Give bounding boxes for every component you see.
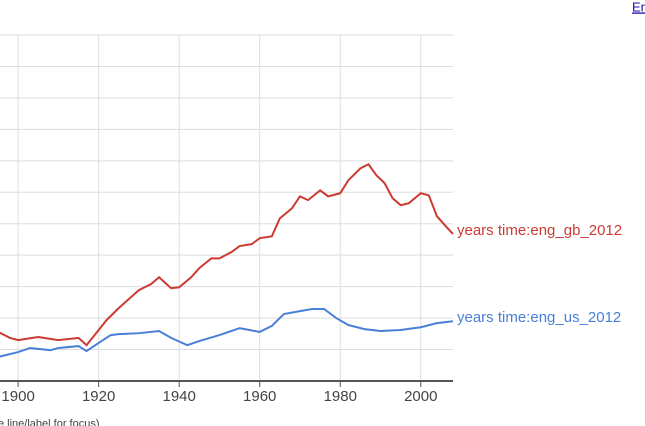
series-label: years time:eng_us_2012 — [457, 309, 621, 326]
series-label: years time:eng_gb_2012 — [457, 222, 622, 239]
line — [0, 163, 454, 347]
x-tick-label: 1920 — [82, 388, 115, 405]
footnote: e line/label for focus) — [0, 418, 100, 426]
x-tick-label: 1980 — [324, 388, 357, 405]
language-link[interactable]: En — [632, 0, 645, 14]
x-tick-label: 1940 — [162, 388, 195, 405]
line — [0, 307, 454, 358]
x-tick-label: 1900 — [1, 388, 34, 405]
x-tick-label: 1960 — [243, 388, 276, 405]
x-tick-label: 2000 — [404, 388, 437, 405]
